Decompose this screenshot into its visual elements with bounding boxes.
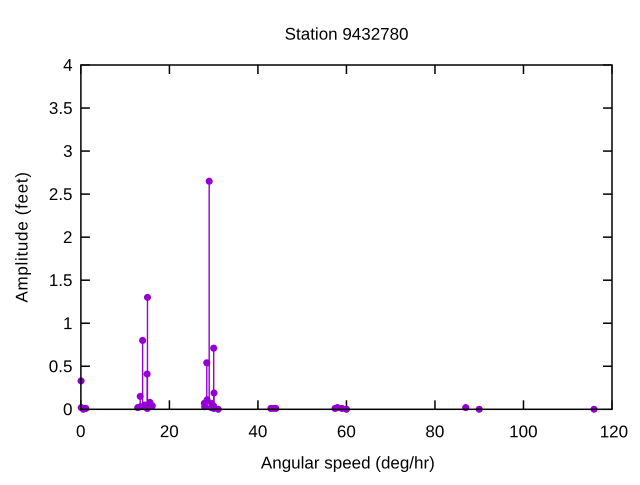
svg-text:120: 120: [600, 422, 628, 441]
svg-text:Amplitude (feet): Amplitude (feet): [12, 171, 31, 302]
svg-text:2: 2: [63, 228, 72, 247]
svg-text:20: 20: [160, 422, 179, 441]
svg-text:1: 1: [63, 314, 72, 333]
svg-text:80: 80: [425, 422, 444, 441]
svg-text:2.5: 2.5: [49, 185, 73, 204]
svg-text:3.5: 3.5: [49, 99, 73, 118]
svg-text:0: 0: [63, 400, 72, 419]
svg-text:100: 100: [509, 422, 537, 441]
svg-text:0: 0: [76, 422, 85, 441]
svg-text:3: 3: [63, 142, 72, 161]
svg-text:Angular speed (deg/hr): Angular speed (deg/hr): [261, 453, 435, 472]
svg-text:0.5: 0.5: [49, 357, 73, 376]
svg-text:4: 4: [63, 56, 72, 75]
svg-text:60: 60: [337, 422, 356, 441]
svg-text:1.5: 1.5: [49, 271, 73, 290]
svg-text:Station 9432780: Station 9432780: [285, 25, 409, 44]
svg-text:40: 40: [248, 422, 267, 441]
